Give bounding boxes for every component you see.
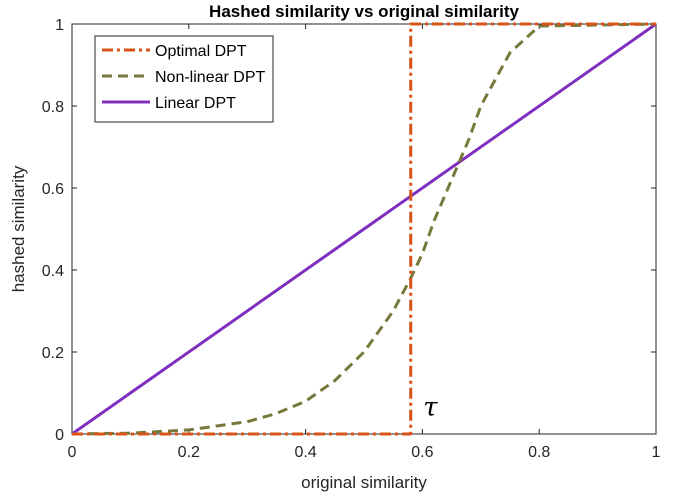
x-tick-label: 0.4	[294, 444, 316, 461]
x-tick-label: 0	[68, 444, 77, 461]
y-tick-label: 0	[55, 427, 64, 444]
y-axis-label: hashed similarity	[9, 165, 28, 292]
x-tick-label: 0.2	[178, 444, 200, 461]
y-tick-label: 1	[55, 17, 64, 34]
legend-label: Linear DPT	[155, 95, 236, 112]
x-tick-label: 1	[652, 444, 661, 461]
x-tick-label: 0.8	[528, 444, 550, 461]
series-line-optimal-dpt	[72, 22, 656, 436]
legend-label: Non-linear DPT	[155, 69, 265, 86]
y-tick-label: 0.4	[42, 263, 64, 280]
tau-annotation: τ	[423, 393, 438, 423]
ticks: 0 0.2 0.4 0.6 0.8 1 0 0.2 0.4 0.6 0.8 1	[42, 17, 661, 461]
chart-title: Hashed similarity vs original similarity	[209, 2, 519, 21]
series-lines	[71, 22, 657, 436]
plot-area: 0 0.2 0.4 0.6 0.8 1 0 0.2 0.4 0.6 0.8 1	[42, 17, 661, 461]
y-tick-label: 0.2	[42, 345, 64, 362]
legend: Optimal DPT Non-linear DPT Linear DPT	[94, 35, 274, 123]
y-tick-label: 0.6	[42, 181, 64, 198]
legend-label: Optimal DPT	[155, 43, 247, 60]
x-axis-label: original similarity	[301, 473, 427, 492]
series-line-linear-dpt	[71, 22, 657, 436]
y-tick-label: 0.8	[42, 99, 64, 116]
x-tick-label: 0.6	[411, 444, 433, 461]
series-line-non-linear-dpt	[71, 22, 657, 436]
